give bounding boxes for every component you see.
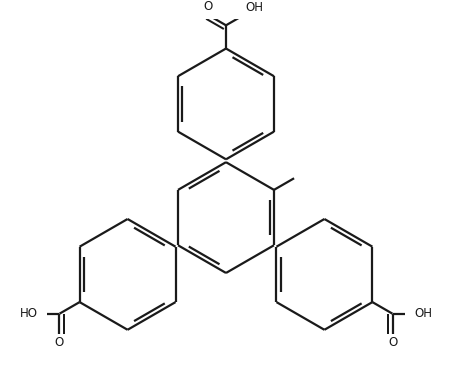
Text: OH: OH bbox=[414, 307, 432, 320]
Text: O: O bbox=[203, 0, 212, 13]
Text: O: O bbox=[387, 336, 396, 349]
Text: OH: OH bbox=[245, 1, 263, 14]
Text: HO: HO bbox=[19, 307, 37, 320]
Text: O: O bbox=[55, 336, 64, 349]
